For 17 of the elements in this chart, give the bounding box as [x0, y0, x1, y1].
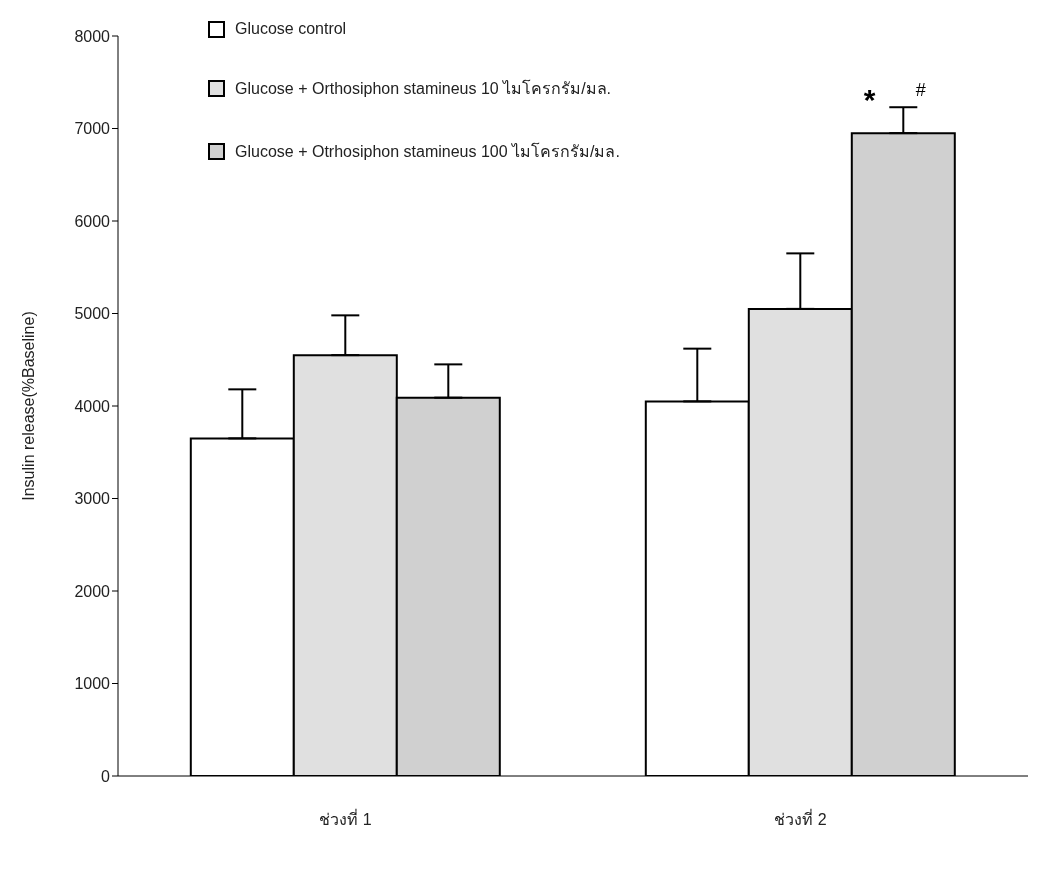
y-tick-label: 4000 [74, 397, 111, 415]
legend-label: Glucose + Orthosiphon stamineus 10 ไมโครกรัม/มล. [235, 78, 612, 99]
y-tick-label: 6000 [74, 212, 111, 230]
annotation: * [863, 83, 876, 117]
legend-label: Glucose + Otrhosiphon stamineus 100 ไมโครกรัม/มล. [235, 141, 620, 162]
y-tick-label: 3000 [74, 490, 111, 508]
legend-label: Glucose control [235, 20, 347, 38]
y-tick-label: 2000 [74, 582, 111, 600]
y-tick-label: 1000 [74, 675, 111, 693]
y-tick-label: 8000 [74, 27, 111, 45]
y-axis-title: Insulin release(%Baseline) [19, 311, 37, 501]
x-tick-label: ช่วงที่ 2 [774, 808, 827, 829]
y-tick-label: 7000 [74, 120, 111, 138]
annotation: # [915, 80, 926, 101]
y-tick-label: 5000 [74, 305, 111, 323]
x-tick-label: ช่วงที่ 1 [319, 808, 372, 829]
y-tick-label: 0 [101, 767, 111, 785]
